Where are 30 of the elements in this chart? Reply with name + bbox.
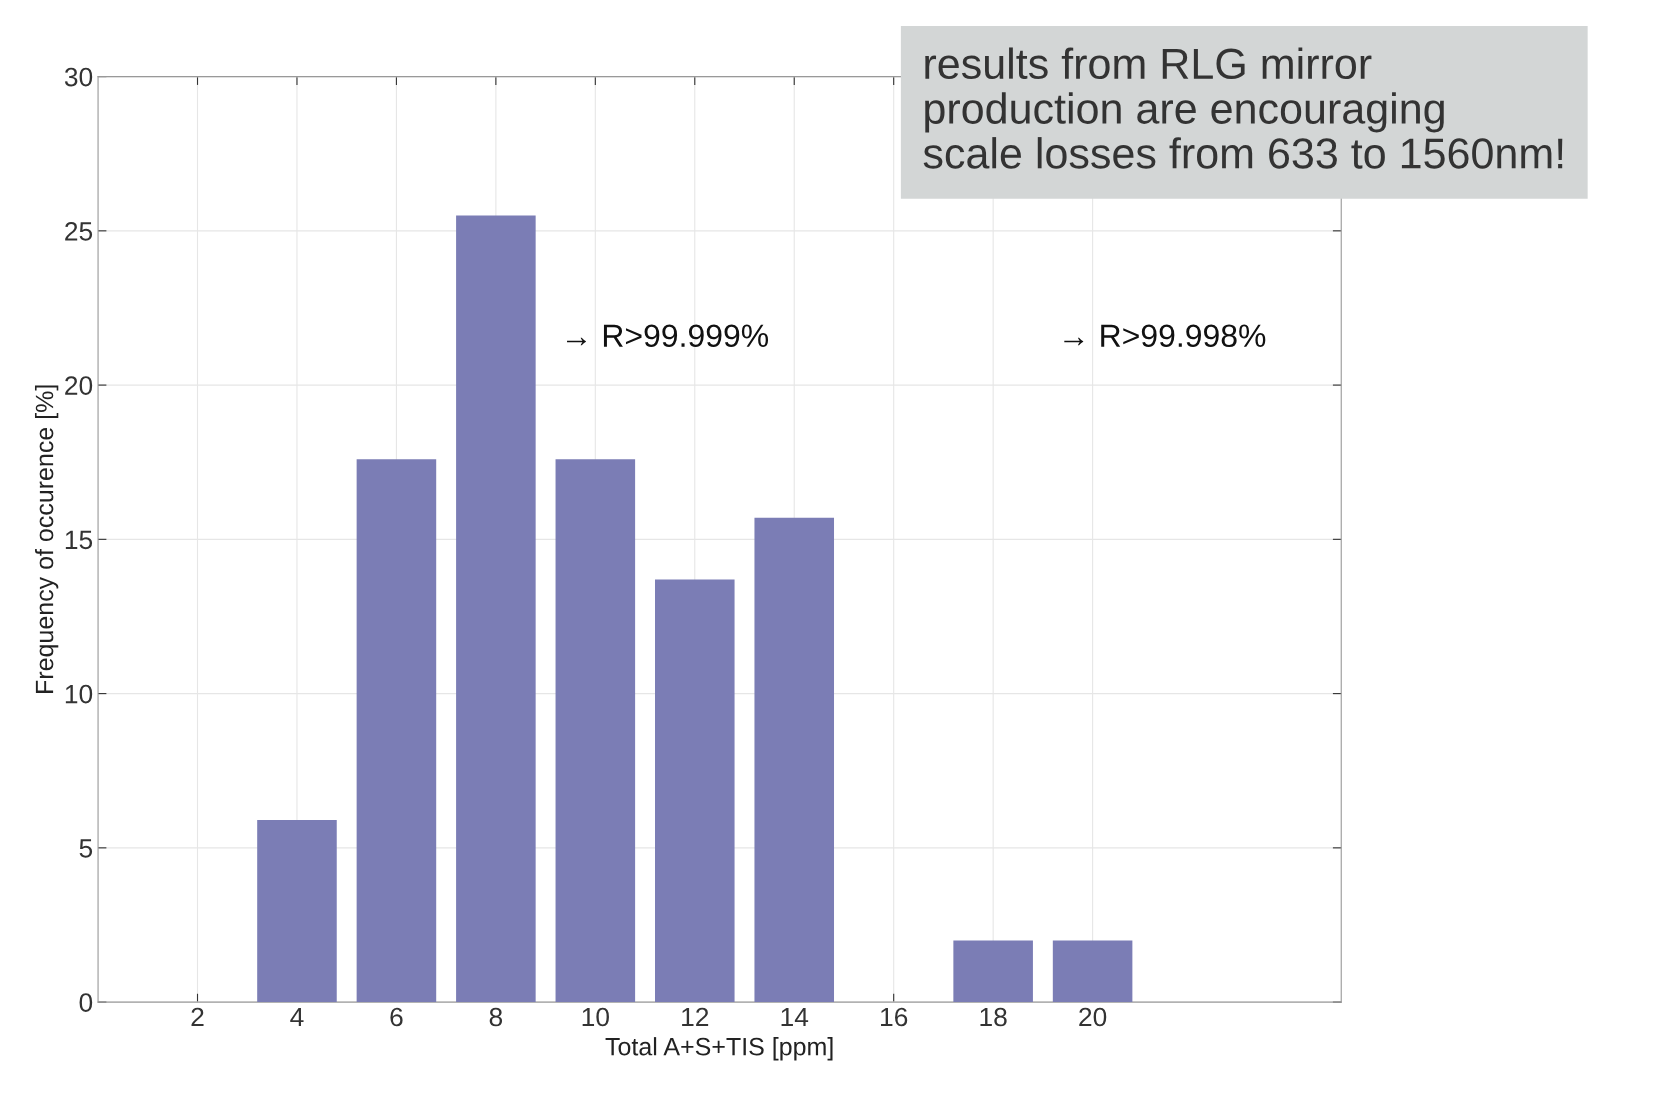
x-tick-label: 12 <box>682 1007 709 1027</box>
annotation: → R>99.998% <box>1064 324 1266 348</box>
annotation: results from RLG mirror production are encouraging scale losses from 633 to 1560nm! <box>923 47 1563 169</box>
bar <box>555 459 636 1003</box>
bar <box>257 820 337 1003</box>
x-tick-label: 16 <box>881 1007 908 1027</box>
bar <box>356 459 437 1003</box>
x-tick-label: 2 <box>191 1007 204 1027</box>
x-axis-title: Total A+S+TIS [ppm] <box>605 1037 833 1061</box>
bar <box>655 579 735 1003</box>
y-tick-label: 5 <box>79 839 93 858</box>
x-tick-label: 8 <box>489 1007 503 1027</box>
y-tick-label: 25 <box>65 221 93 241</box>
y-tick-label: 15 <box>65 530 93 550</box>
x-tick-label: 18 <box>980 1007 1007 1027</box>
bar <box>754 517 835 1003</box>
y-tick-label: 10 <box>65 684 93 704</box>
annotation: → R>99.999% <box>567 324 769 348</box>
y-tick-label: 0 <box>79 993 93 1012</box>
bar <box>1052 940 1133 1003</box>
y-tick-label: 20 <box>65 376 93 395</box>
x-tick-label: 10 <box>582 1007 609 1027</box>
x-tick-label: 6 <box>390 1007 403 1027</box>
x-tick-label: 14 <box>781 1007 809 1027</box>
x-tick-label: 20 <box>1079 1007 1107 1027</box>
y-axis-title: Frequency of occurence [%] <box>34 385 59 693</box>
x-tick-label: 4 <box>290 1007 304 1027</box>
bar <box>456 215 536 1003</box>
bar <box>953 940 1033 1003</box>
y-tick-label: 30 <box>64 67 93 87</box>
